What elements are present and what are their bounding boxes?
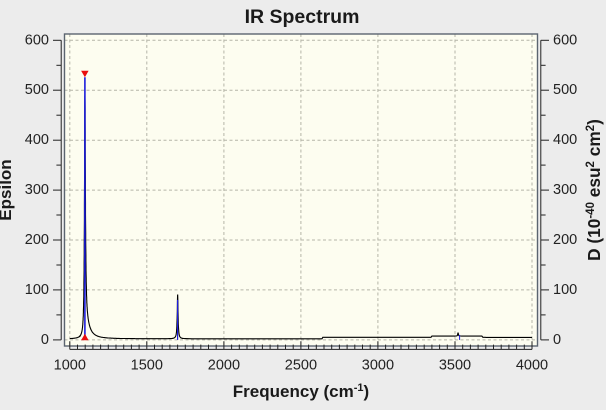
svg-text:500: 500 bbox=[25, 82, 49, 98]
svg-text:D (10-40 esu2 cm2): D (10-40 esu2 cm2) bbox=[584, 119, 604, 261]
svg-text:3000: 3000 bbox=[362, 357, 394, 373]
svg-text:400: 400 bbox=[553, 132, 577, 148]
svg-text:300: 300 bbox=[553, 182, 577, 198]
svg-text:2000: 2000 bbox=[208, 357, 240, 373]
svg-text:3500: 3500 bbox=[439, 357, 471, 373]
svg-text:300: 300 bbox=[25, 182, 49, 198]
svg-text:600: 600 bbox=[25, 32, 49, 48]
svg-text:1500: 1500 bbox=[131, 357, 163, 373]
svg-text:600: 600 bbox=[553, 32, 577, 48]
svg-text:200: 200 bbox=[553, 232, 577, 248]
svg-text:2500: 2500 bbox=[285, 357, 317, 373]
svg-text:0: 0 bbox=[553, 332, 561, 348]
svg-text:1000: 1000 bbox=[54, 357, 86, 373]
svg-text:0: 0 bbox=[41, 332, 49, 348]
svg-text:Epsilon: Epsilon bbox=[0, 159, 15, 220]
svg-text:100: 100 bbox=[25, 282, 49, 298]
svg-text:500: 500 bbox=[553, 82, 577, 98]
svg-text:Frequency (cm-1): Frequency (cm-1) bbox=[233, 382, 369, 401]
svg-text:4000: 4000 bbox=[516, 357, 548, 373]
svg-text:200: 200 bbox=[25, 232, 49, 248]
svg-text:100: 100 bbox=[553, 282, 577, 298]
svg-text:400: 400 bbox=[25, 132, 49, 148]
svg-text:IR Spectrum: IR Spectrum bbox=[245, 6, 360, 28]
